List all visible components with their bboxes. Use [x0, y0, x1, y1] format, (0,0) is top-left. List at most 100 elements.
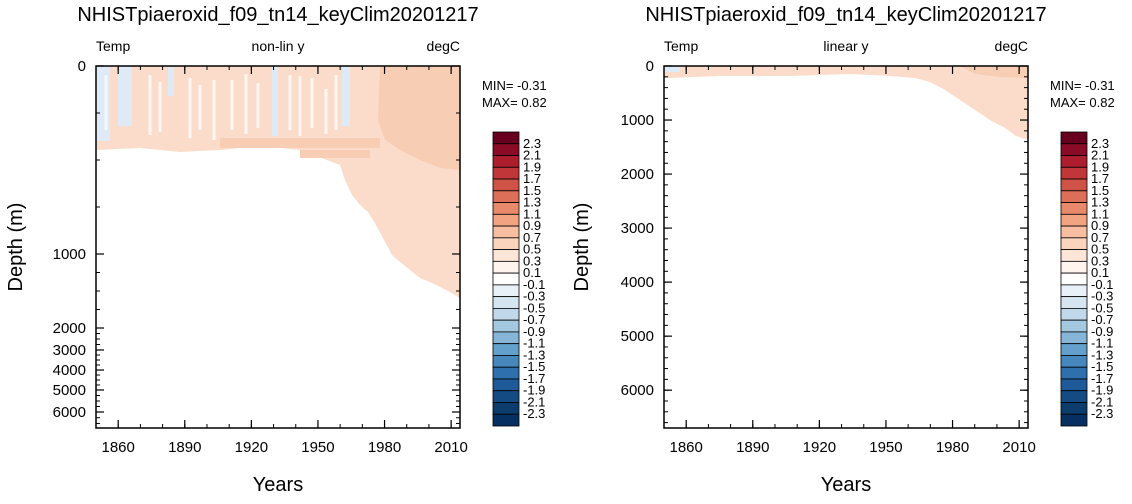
left-colorbar-swatch [492, 402, 520, 415]
right-y-tick-label: 5000 [621, 328, 654, 345]
right-colorbar-swatch [1060, 155, 1088, 168]
right-colorbar-label: 0.1 [1091, 265, 1109, 280]
right-x-ticks: 1860 1890 1920 1950 1980 2010 [663, 66, 1036, 456]
left-colorbar-swatch [492, 190, 520, 203]
left-colorbar-label: -1.1 [523, 336, 545, 351]
right-colorbar-swatch [1060, 413, 1088, 427]
left-colorbar-label: 0.5 [523, 242, 541, 257]
right-x-tick-label: 1890 [736, 439, 769, 456]
left-x-tick-label: 1890 [168, 439, 201, 456]
right-colorbar-label: -1.1 [1091, 336, 1113, 351]
left-colorbar-label: 1.5 [523, 183, 541, 198]
right-plot-frame [663, 65, 1029, 429]
right-colorbar-swatch [1060, 390, 1088, 403]
right-x-tick-label: 1980 [936, 439, 969, 456]
right-colorbar-label: 1.1 [1091, 206, 1109, 221]
right-colorbar-swatch [1060, 355, 1088, 368]
left-x-ticks: 1860 1890 1920 1950 1980 2010 [95, 66, 468, 456]
right-y-tick-label: 6000 [621, 382, 654, 399]
right-colorbar-label: -2.1 [1091, 394, 1113, 409]
left-colorbar-label: -2.3 [523, 406, 545, 421]
left-field [96, 66, 460, 298]
left-colorbar-swatch [492, 155, 520, 168]
left-x-tick-label: 1980 [368, 439, 401, 456]
left-colorbar-swatch [492, 249, 520, 262]
left-colorbar-label: 1.1 [523, 206, 541, 221]
right-colorbar-label: -0.7 [1091, 312, 1113, 327]
right-x-axis-title: Years [821, 474, 871, 496]
right-y-ticks: 0 1000 2000 3000 4000 5000 6000 [621, 58, 1028, 424]
right-colorbar-swatch [1060, 143, 1088, 156]
left-colorbar-swatch [492, 378, 520, 392]
right-panel: NHISTpiaeroxid_f09_tn14_keyClim20201217 … [571, 4, 1115, 496]
left-colorbar-swatch [492, 143, 520, 156]
left-x-tick-label: 1950 [301, 439, 334, 456]
right-colorbar-label: -0.3 [1091, 289, 1113, 304]
left-y-ticks: 0 1000 2000 3000 4000 5000 6000 [53, 58, 460, 424]
right-colorbar-swatch [1060, 202, 1088, 215]
left-warm-region [96, 66, 460, 298]
right-colorbar-swatch [1060, 331, 1088, 345]
right-colorbar-label: 2.3 [1091, 136, 1109, 151]
left-light-streaks [104, 74, 338, 140]
right-colorbar-swatch [1060, 213, 1088, 227]
left-y-tick-label: 4000 [53, 362, 86, 379]
left-colorbar-swatch [492, 260, 520, 274]
left-warm-band [300, 150, 370, 158]
left-colorbar-label: -1.7 [523, 371, 545, 386]
right-colorbar-label: -1.5 [1091, 359, 1113, 374]
right-y-tick-label: 4000 [621, 274, 654, 291]
left-x-tick-label: 1860 [102, 439, 135, 456]
right-colorbar-label: 1.3 [1091, 195, 1109, 210]
right-colorbar-swatch [1060, 131, 1088, 145]
left-panel: NHISTpiaeroxid_f09_tn14_keyClim20201217 … [5, 4, 547, 496]
left-colorbar-label: -2.1 [523, 394, 545, 409]
left-y-tick-label: 3000 [53, 342, 86, 359]
left-colorbar-label: 0.9 [523, 218, 541, 233]
right-colorbar-label: -0.1 [1091, 277, 1113, 292]
right-x-tick-label: 1950 [869, 439, 902, 456]
right-y-tick-label: 3000 [621, 220, 654, 237]
right-title: NHISTpiaeroxid_f09_tn14_keyClim20201217 [645, 4, 1046, 26]
right-colorbar-swatch [1060, 319, 1088, 333]
right-x-tick-label: 1860 [670, 439, 703, 456]
right-y-tick-label: 2000 [621, 166, 654, 183]
right-colorbar-label: 2.1 [1091, 148, 1109, 163]
left-colorbar-swatch [492, 213, 520, 227]
left-colorbar-label: 0.7 [523, 230, 541, 245]
left-colorbar-swatch [492, 178, 520, 192]
left-colorbar-label: -0.5 [523, 300, 545, 315]
left-colorbar-swatch [492, 366, 520, 380]
right-colorbar-swatch [1060, 225, 1088, 239]
left-max-label: MAX= 0.82 [482, 95, 547, 110]
right-colorbar-label: -1.7 [1091, 371, 1113, 386]
right-colorbar: 2.32.11.91.71.51.31.10.90.70.50.30.1-0.1… [1060, 131, 1113, 427]
right-field [664, 66, 1028, 140]
right-warm-dense [960, 66, 1028, 78]
right-colorbar-label: -1.9 [1091, 383, 1113, 398]
left-plot-frame [95, 65, 461, 429]
left-warm-dense [378, 66, 460, 170]
left-colorbar-swatch [492, 131, 520, 145]
left-warm-band [220, 138, 380, 148]
right-colorbar-label: 0.3 [1091, 253, 1109, 268]
left-colorbar-swatch [492, 296, 520, 309]
right-colorbar-swatch [1060, 260, 1088, 274]
right-colorbar-swatch [1060, 178, 1088, 192]
left-cool-streak [96, 66, 110, 141]
left-cool-streak [118, 66, 132, 126]
left-cool-streak [272, 66, 278, 136]
right-colorbar-label: 0.9 [1091, 218, 1109, 233]
left-colorbar-label: -0.7 [523, 312, 545, 327]
right-colorbar-swatch [1060, 343, 1088, 356]
right-colorbar-swatch [1060, 378, 1088, 392]
left-colorbar-label: -1.3 [523, 347, 545, 362]
right-colorbar-label: -2.3 [1091, 406, 1113, 421]
left-colorbar-swatch [492, 225, 520, 239]
left-colorbar-swatch [492, 355, 520, 368]
left-label-units: degC [427, 38, 460, 54]
right-label-temp: Temp [664, 38, 698, 54]
right-colorbar-label: -1.3 [1091, 347, 1113, 362]
right-x-tick-label: 1920 [803, 439, 836, 456]
left-colorbar-swatch [492, 390, 520, 403]
